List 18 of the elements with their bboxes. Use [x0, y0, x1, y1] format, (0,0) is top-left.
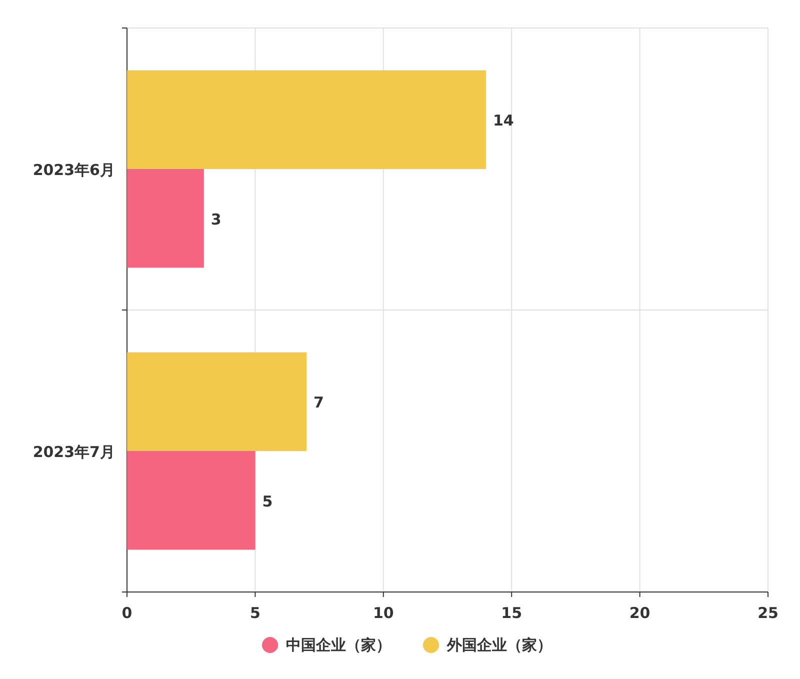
x-tick-label: 15: [501, 604, 522, 622]
x-tick-label: 20: [629, 604, 650, 622]
y-tick-label: 2023年7月: [32, 443, 115, 461]
x-tick-label: 10: [372, 604, 394, 622]
legend-label: 中国企业（家）: [286, 636, 391, 654]
bar: [127, 451, 256, 550]
bar: [127, 169, 204, 268]
x-tick-label: 0: [122, 604, 132, 622]
legend-label: 外国企业（家）: [446, 636, 552, 654]
bar: [127, 352, 306, 451]
bar: [127, 70, 486, 169]
x-tick-label: 5: [250, 604, 260, 622]
data-label: 3: [210, 210, 222, 228]
x-tick-label: 25: [758, 604, 778, 622]
y-tick-label: 2023年6月: [32, 161, 115, 179]
data-label: 5: [262, 492, 273, 510]
data-label: 14: [492, 112, 514, 130]
data-label: 7: [313, 394, 324, 412]
